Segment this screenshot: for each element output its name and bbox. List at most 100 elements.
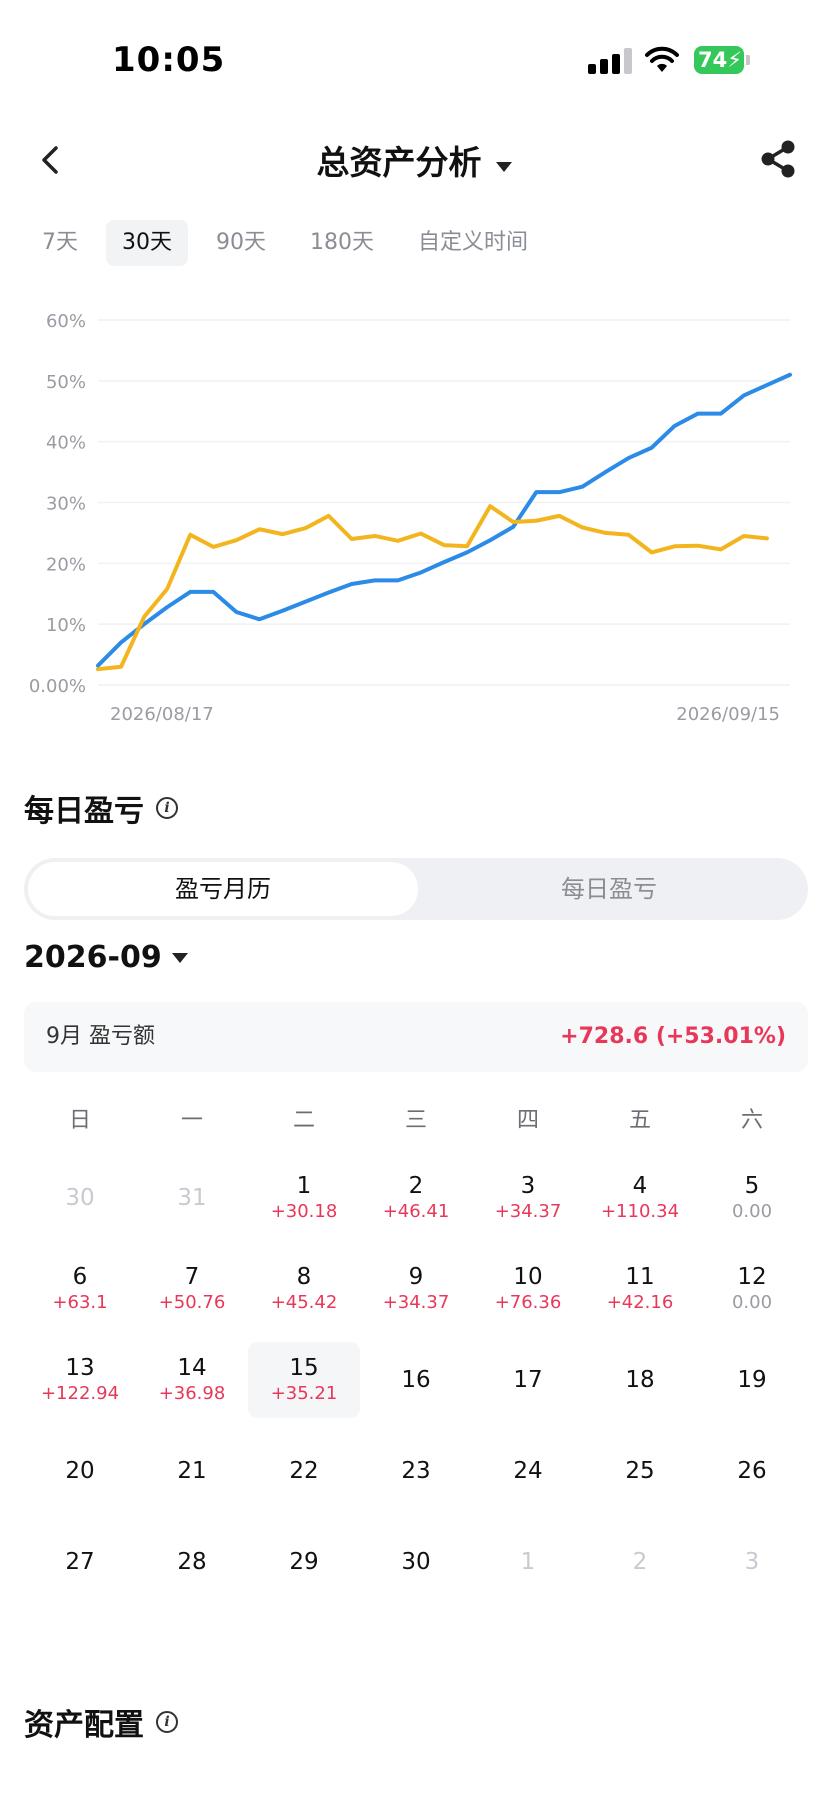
day-number: 18	[625, 1367, 655, 1393]
page-title[interactable]: 总资产分析	[316, 143, 482, 182]
tab-7d[interactable]: 7天	[42, 230, 78, 255]
day-number: 30	[65, 1185, 95, 1211]
day-pnl: +45.42	[270, 1292, 338, 1313]
tab-90d[interactable]: 90天	[216, 230, 266, 255]
day-number: 19	[737, 1367, 767, 1393]
month-label: 2026-09	[24, 940, 162, 975]
calendar-day[interactable]: 27	[24, 1524, 136, 1600]
day-number: 12	[737, 1264, 767, 1290]
day-pnl: +46.41	[382, 1201, 450, 1222]
day-pnl: +30.18	[270, 1201, 338, 1222]
allocation-heading: 资产配置	[24, 1708, 144, 1743]
calendar-day[interactable]: 1 +30.18	[248, 1160, 360, 1236]
calendar-day: 2	[584, 1524, 696, 1600]
seg-calendar[interactable]: 盈亏月历	[28, 862, 418, 916]
weekday-label: 六	[740, 1108, 763, 1133]
calendar-day[interactable]: 16	[360, 1342, 472, 1418]
series-line-1	[96, 372, 792, 668]
day-number: 15	[289, 1355, 319, 1381]
day-number: 1	[520, 1549, 536, 1575]
info-icon[interactable]: i	[156, 1711, 178, 1733]
calendar-day[interactable]: 17	[472, 1342, 584, 1418]
series-line-2	[96, 504, 769, 672]
calendar-day[interactable]: 30	[360, 1524, 472, 1600]
calendar-day[interactable]: 21	[136, 1433, 248, 1509]
tab-30d[interactable]: 30天	[106, 220, 188, 266]
cellular-signal-icon	[588, 48, 632, 74]
back-arrow-icon[interactable]	[32, 140, 72, 180]
month-picker[interactable]: 2026-09	[24, 940, 188, 975]
calendar-day[interactable]: 4 +110.34	[584, 1160, 696, 1236]
calendar-day[interactable]: 18	[584, 1342, 696, 1418]
calendar-day[interactable]: 13 +122.94	[24, 1342, 136, 1418]
calendar-day[interactable]: 22	[248, 1433, 360, 1509]
weekday-label: 日	[68, 1108, 91, 1133]
status-bar: 10:05 74⚡	[0, 0, 828, 120]
tab-180d[interactable]: 180天	[310, 230, 374, 255]
asset-return-chart[interactable]: 0.00% 10% 20% 30% 40% 50% 60% 2026/08/17 2026/09…	[0, 290, 828, 730]
calendar-day[interactable]: 10 +76.36	[472, 1251, 584, 1327]
calendar-day[interactable]: 24	[472, 1433, 584, 1509]
day-number: 16	[401, 1367, 431, 1393]
day-number: 2	[632, 1549, 648, 1575]
daily-pnl-title: 每日盈亏 i	[24, 786, 178, 830]
day-pnl: +34.37	[494, 1201, 562, 1222]
day-number: 7	[184, 1264, 200, 1290]
day-pnl: +63.1	[52, 1292, 108, 1313]
x-tick-label: 2026/09/15	[676, 704, 780, 725]
daily-pnl-heading: 每日盈亏	[24, 794, 144, 829]
day-number: 2	[408, 1173, 424, 1199]
calendar-day[interactable]: 9 +34.37	[360, 1251, 472, 1327]
seg-daily[interactable]: 每日盈亏	[561, 875, 657, 903]
day-number: 10	[513, 1264, 543, 1290]
calendar-day[interactable]: 3 +34.37	[472, 1160, 584, 1236]
calendar-day[interactable]: 12 0.00	[696, 1251, 808, 1327]
day-number: 13	[65, 1355, 95, 1381]
day-pnl: 0.00	[731, 1292, 773, 1313]
day-number: 25	[625, 1458, 655, 1484]
calendar-day[interactable]: 14 +36.98	[136, 1342, 248, 1418]
share-icon[interactable]	[758, 138, 798, 180]
weekday-label: 二	[292, 1108, 315, 1133]
weekday-label: 四	[516, 1108, 539, 1133]
calendar-day[interactable]: 23	[360, 1433, 472, 1509]
weekday-label: 五	[628, 1108, 651, 1133]
calendar-day[interactable]: 11 +42.16	[584, 1251, 696, 1327]
calendar-week: 6 +63.1 7 +50.76 8 +45.42 9 +34.37 10 +76.36 11 +42…	[24, 1251, 808, 1342]
day-number: 9	[408, 1264, 424, 1290]
day-number: 26	[737, 1458, 767, 1484]
calendar-day[interactable]: 19	[696, 1342, 808, 1418]
day-number: 1	[296, 1173, 312, 1199]
day-number: 20	[65, 1458, 95, 1484]
calendar-day[interactable]: 2 +46.41	[360, 1160, 472, 1236]
y-tick-label: 30%	[46, 494, 86, 515]
calendar-day[interactable]: 25	[584, 1433, 696, 1509]
tab-custom-range[interactable]: 自定义时间	[418, 230, 529, 255]
day-number: 5	[744, 1173, 760, 1199]
calendar-day[interactable]: 20	[24, 1433, 136, 1509]
day-number: 22	[289, 1458, 319, 1484]
day-number: 8	[296, 1264, 312, 1290]
title-dropdown-icon[interactable]	[495, 161, 512, 172]
calendar-day[interactable]: 8 +45.42	[248, 1251, 360, 1327]
y-tick-label: 0.00%	[29, 676, 86, 697]
day-number: 11	[625, 1264, 655, 1290]
day-number: 23	[401, 1458, 431, 1484]
day-pnl: +122.94	[40, 1383, 120, 1404]
calendar-day[interactable]: 7 +50.76	[136, 1251, 248, 1327]
calendar-day[interactable]: 6 +63.1	[24, 1251, 136, 1327]
day-number: 6	[72, 1264, 88, 1290]
info-icon[interactable]: i	[156, 797, 178, 819]
calendar-day[interactable]: 5 0.00	[696, 1160, 808, 1236]
day-pnl: +36.98	[158, 1383, 226, 1404]
day-number: 4	[632, 1173, 648, 1199]
calendar-day-today[interactable]: 15 +35.21	[248, 1342, 360, 1418]
day-number: 27	[65, 1549, 95, 1575]
y-tick-label: 20%	[46, 554, 86, 575]
allocation-title: 资产配置 i	[24, 1700, 178, 1744]
summary-label: 9月 盈亏额	[46, 1024, 155, 1049]
calendar-day[interactable]: 28	[136, 1524, 248, 1600]
day-pnl: +35.21	[270, 1383, 338, 1404]
calendar-day[interactable]: 26	[696, 1433, 808, 1509]
calendar-day[interactable]: 29	[248, 1524, 360, 1600]
